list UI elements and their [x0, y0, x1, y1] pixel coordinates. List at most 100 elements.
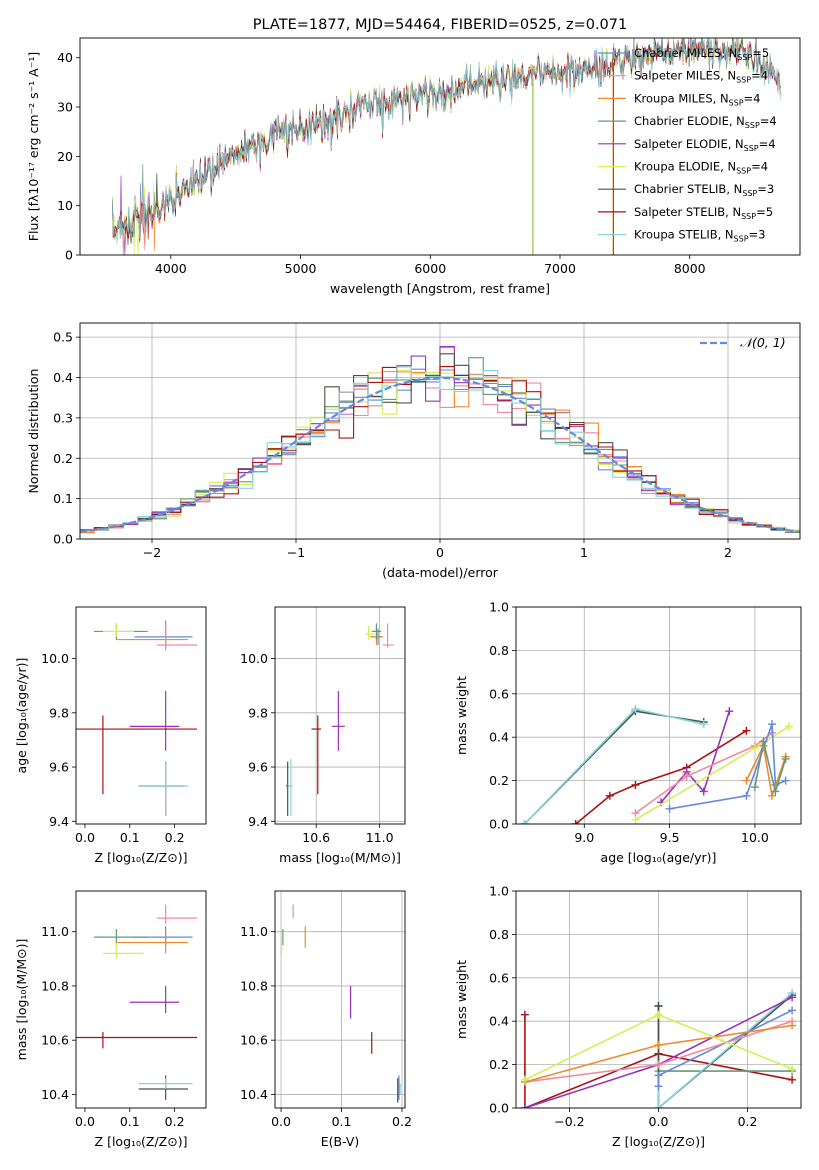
- y-axis-label: age [log₁₀(age/yr)]: [14, 658, 29, 774]
- legend-label: Kroupa STELIB, NSSP=3: [634, 228, 765, 244]
- y-tick-label: 0.0: [53, 532, 73, 547]
- subplot-mass-age: 10.6 11.0 9.4 9.6 9.8 10.0 mass [log₁₀(M/M⊙)]: [240, 606, 406, 865]
- axes-frame: [515, 606, 802, 825]
- y-tick-label: 0.4: [489, 1014, 509, 1029]
- plot-area: [520, 988, 797, 1108]
- y-axis-label: mass weight: [454, 676, 469, 755]
- y-tick-label: 9.8: [248, 705, 268, 720]
- errorbar-point: [156, 904, 198, 924]
- errorbar-point: [365, 625, 375, 640]
- axes-frame: [75, 606, 207, 825]
- legend-label: Chabrier STELIB, NSSP=3: [634, 182, 774, 198]
- errorbar-point: [102, 623, 135, 637]
- y-tick-label: 11.0: [240, 924, 268, 939]
- x-tick-label: 0: [436, 545, 444, 560]
- y-tick-label: 0.2: [489, 1057, 509, 1072]
- weight-series: [571, 726, 751, 824]
- weight-marker: [571, 820, 580, 824]
- weight-series: [654, 988, 797, 1108]
- plot-area: [80, 345, 800, 534]
- y-tick-label: 0.1: [53, 491, 73, 506]
- x-tick-label: 0.2: [738, 1114, 758, 1129]
- weight-series: [520, 1010, 797, 1084]
- weight-marker: [631, 704, 640, 713]
- weight-line: [745, 743, 787, 797]
- x-tick-label: 10.0: [741, 830, 769, 845]
- axes-frame: [274, 890, 406, 1109]
- weight-marker: [682, 772, 691, 781]
- errorbar-point: [382, 623, 394, 648]
- gaussian-curve: [80, 376, 800, 533]
- x-axis-label: wavelength [Angstrom, rest frame]: [330, 281, 550, 296]
- legend-label: Kroupa MILES, NSSP=4: [634, 91, 760, 107]
- y-tick-label: 0.8: [489, 643, 509, 658]
- y-tick-label: 0.8: [489, 927, 509, 942]
- plot-area: [281, 904, 401, 1103]
- legend-label: Kroupa ELODIE, NSSP=4: [634, 160, 768, 176]
- plot-area: [286, 623, 394, 816]
- y-tick-label: 1.0: [489, 600, 509, 615]
- x-tick-label: 8000: [674, 261, 706, 276]
- y-tick-label: 0.5: [53, 330, 73, 345]
- errorbar-point: [371, 623, 382, 640]
- y-tick-label: 1.0: [489, 884, 509, 899]
- y-tick-label: 10.8: [41, 978, 69, 993]
- x-tick-label: 0.2: [392, 1114, 412, 1129]
- x-axis-label: Z [log₁₀(Z/Z⊙)]: [95, 850, 188, 865]
- errorbar-point: [287, 758, 293, 816]
- errorbar-point: [138, 1075, 189, 1100]
- y-tick-label: 10.0: [240, 651, 268, 666]
- x-tick-label: 10.6: [302, 830, 330, 845]
- weight-marker: [742, 726, 751, 735]
- weight-line: [657, 992, 793, 1108]
- subplot-age-weight: 9.0 9.5 10.0 0.0 0.2 0.4 0.6 0.8 1.0 age [log₁₀(a…: [454, 600, 802, 865]
- y-tick-label: 10.4: [240, 1087, 268, 1102]
- residual-legend: 𝒩(0, 1): [700, 335, 786, 350]
- weight-marker: [631, 815, 640, 824]
- plot-area: [520, 704, 794, 824]
- weight-line: [660, 710, 731, 803]
- chart-title: PLATE=1877, MJD=54464, FIBERID=0525, z=0…: [253, 17, 627, 33]
- weight-line: [524, 1014, 793, 1108]
- y-tick-label: 0.3: [53, 410, 73, 425]
- x-tick-label: 6000: [414, 261, 446, 276]
- x-axis-label: E(B-V): [321, 1134, 360, 1149]
- y-tick-label: 0: [65, 248, 73, 263]
- weight-marker: [520, 820, 529, 824]
- axes-frame: [75, 890, 207, 1109]
- y-tick-label: 0.4: [489, 730, 509, 745]
- weight-marker: [654, 1002, 663, 1011]
- y-axis-label: Flux [fλ10⁻¹⁷ erg cm⁻² s⁻¹ A⁻¹]: [26, 52, 41, 241]
- weight-line: [635, 732, 773, 814]
- x-tick-label: 0.0: [75, 830, 95, 845]
- x-tick-label: 0.1: [120, 830, 140, 845]
- weight-marker: [520, 1075, 529, 1084]
- weight-marker: [631, 780, 640, 789]
- legend-label: Salpeter ELODIE, NSSP=4: [634, 137, 776, 153]
- histogram-step: [80, 353, 800, 532]
- legend-label: Chabrier MILES, NSSP=5: [634, 46, 769, 62]
- errorbar-point: [332, 691, 345, 751]
- legend-label: Salpeter MILES, NSSP=4: [634, 69, 768, 85]
- y-axis-label: mass weight: [454, 960, 469, 1039]
- weight-marker: [781, 776, 790, 785]
- weight-series: [631, 722, 794, 824]
- plot-area: [76, 620, 198, 816]
- x-tick-label: 0.0: [75, 1114, 95, 1129]
- errorbar-point: [286, 761, 293, 816]
- x-tick-label: 1: [580, 545, 588, 560]
- x-tick-label: 0.1: [332, 1114, 352, 1129]
- y-tick-label: 30: [57, 100, 73, 115]
- weight-marker: [788, 1021, 797, 1030]
- x-tick-label: 0.2: [165, 1114, 185, 1129]
- x-tick-label: 11.0: [366, 830, 394, 845]
- weight-marker: [750, 783, 759, 792]
- y-tick-label: 40: [57, 50, 73, 65]
- axes-frame: [515, 890, 802, 1109]
- y-tick-label: 10.6: [41, 1033, 69, 1048]
- y-tick-label: 0.6: [489, 970, 509, 985]
- weight-marker: [788, 993, 797, 1002]
- weight-series: [750, 737, 790, 796]
- y-tick-label: 11.0: [41, 924, 69, 939]
